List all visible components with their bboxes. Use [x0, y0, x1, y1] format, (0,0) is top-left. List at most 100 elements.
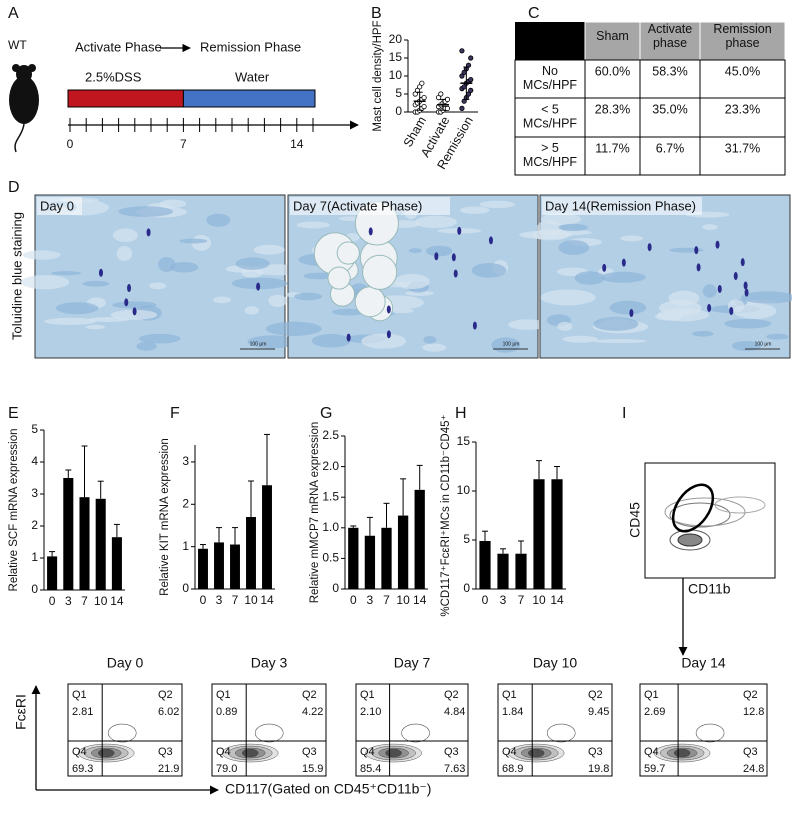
- image-label: Day 14(Remission Phase): [545, 198, 696, 213]
- y-axis-label: %CD117⁺FcεRI⁺MCs in CD11b⁻CD45⁺: [440, 414, 452, 616]
- table-cell-text: 31.7%: [725, 141, 760, 155]
- image-label: Day 7(Activate Phase): [293, 198, 422, 213]
- data-point: [438, 91, 444, 97]
- tissue-texture: [609, 300, 647, 315]
- x-tick-label: 3: [216, 593, 223, 607]
- quadrant-name: Q2: [444, 689, 459, 701]
- y-tick-label: 1.5: [322, 489, 339, 503]
- quadrant-value: 24.8: [743, 763, 764, 775]
- table-corner: [515, 22, 585, 60]
- y-tick-label: 1.0: [322, 520, 339, 534]
- data-point: [417, 84, 423, 90]
- data-point: [468, 77, 474, 83]
- quadrant-value: 68.9: [502, 763, 523, 775]
- quadrant-value: 1.84: [502, 706, 523, 718]
- tissue-texture: [540, 213, 581, 226]
- mast-cell: [694, 246, 699, 255]
- tissue-texture: [311, 334, 351, 348]
- quadrant-value: 7.63: [444, 763, 465, 775]
- y-tick-label: 1: [182, 539, 189, 553]
- quadrant-name: Q3: [743, 746, 758, 758]
- mast-cell: [717, 284, 722, 293]
- y-tick-label: 0: [463, 581, 470, 595]
- y-tick-label: 1: [31, 550, 38, 564]
- fat-cell: [362, 254, 398, 290]
- mast-cell: [386, 305, 391, 314]
- tissue-texture: [179, 238, 208, 244]
- tissue-texture: [51, 271, 82, 276]
- table-cell: [639, 97, 701, 138]
- flow-title: Day 10: [533, 655, 578, 671]
- flow-contour: [385, 748, 402, 758]
- y-tick-label: 0: [182, 581, 189, 595]
- panel-label: D: [8, 179, 20, 196]
- quadrant-value: 6.02: [158, 706, 179, 718]
- tissue-texture: [253, 244, 285, 255]
- tissue-texture: [592, 339, 647, 344]
- treatment-bar: [67, 89, 184, 108]
- flow-y-label: FcεRI: [13, 694, 29, 730]
- quadrant-value: 79.0: [216, 763, 237, 775]
- tissue-texture: [766, 333, 789, 340]
- x-tick-label: 10: [94, 594, 108, 608]
- tissue-texture: [540, 289, 596, 306]
- data-point: [468, 55, 474, 61]
- y-axis-label: Relative KIT mRNA expression: [159, 438, 171, 596]
- quadrant-name: Q1: [360, 689, 375, 701]
- tissue-texture: [55, 302, 99, 315]
- mast-cell: [729, 307, 734, 316]
- scale-bar-label: 100 μm: [250, 341, 267, 347]
- x-tick-label: 14: [110, 594, 124, 608]
- data-point: [444, 105, 450, 112]
- y-tick-label: 2: [31, 518, 38, 532]
- fat-cell: [354, 286, 386, 318]
- quadrant-name: Q3: [158, 746, 173, 758]
- quadrant-name: Q4: [360, 746, 375, 758]
- mast-cell: [696, 263, 701, 272]
- timeline-tick-label: 7: [180, 137, 187, 151]
- data-point: [412, 91, 418, 97]
- tissue-texture: [620, 235, 643, 242]
- tissue-texture: [574, 271, 605, 285]
- flow-contour: [695, 723, 725, 743]
- tissue-texture: [331, 308, 366, 316]
- bar: [262, 485, 272, 589]
- flow-contour: [107, 723, 137, 743]
- quadrant-name: Q1: [502, 689, 517, 701]
- data-point: [419, 80, 425, 86]
- image-label-bg: [542, 197, 702, 215]
- flow-title: Day 7: [394, 655, 431, 671]
- panel-label: E: [8, 405, 19, 422]
- tissue-texture: [85, 324, 105, 330]
- table-cell: [639, 59, 701, 99]
- y-tick-label: 3: [31, 486, 38, 500]
- bar: [533, 479, 545, 589]
- y-tick-label: 10: [389, 68, 403, 82]
- treatment-bar: [182, 89, 316, 108]
- treatment-label: 2.5%DSS: [85, 69, 142, 84]
- mast-cell: [744, 288, 749, 297]
- bar: [364, 535, 376, 589]
- mast-cell: [256, 282, 261, 291]
- table-cell-text: 23.3%: [725, 102, 760, 116]
- panel-label: C: [528, 5, 540, 22]
- mast-cell: [453, 269, 458, 278]
- mast-cell: [629, 308, 634, 317]
- tissue-texture: [508, 319, 548, 330]
- x-tick-label: 7: [518, 593, 525, 607]
- y-tick-label: 20: [389, 32, 403, 46]
- y-tick-label: 0.5: [322, 551, 339, 565]
- y-tick-label: 5: [395, 86, 402, 100]
- quadrant-value: 4.22: [302, 706, 323, 718]
- tissue-texture: [206, 213, 231, 227]
- mast-cell: [488, 236, 493, 245]
- y-axis-label: Relative mMCP7 mRNA expression: [309, 422, 321, 604]
- mast-cell: [715, 240, 720, 249]
- bar: [381, 527, 392, 589]
- quadrant-value: 15.9: [302, 763, 323, 775]
- x-tick-label: 3: [65, 594, 72, 608]
- quadrant-name: Q3: [302, 746, 317, 758]
- bar: [246, 517, 256, 589]
- x-tick-label: 14: [413, 593, 427, 607]
- y-tick-label: 10: [457, 483, 471, 497]
